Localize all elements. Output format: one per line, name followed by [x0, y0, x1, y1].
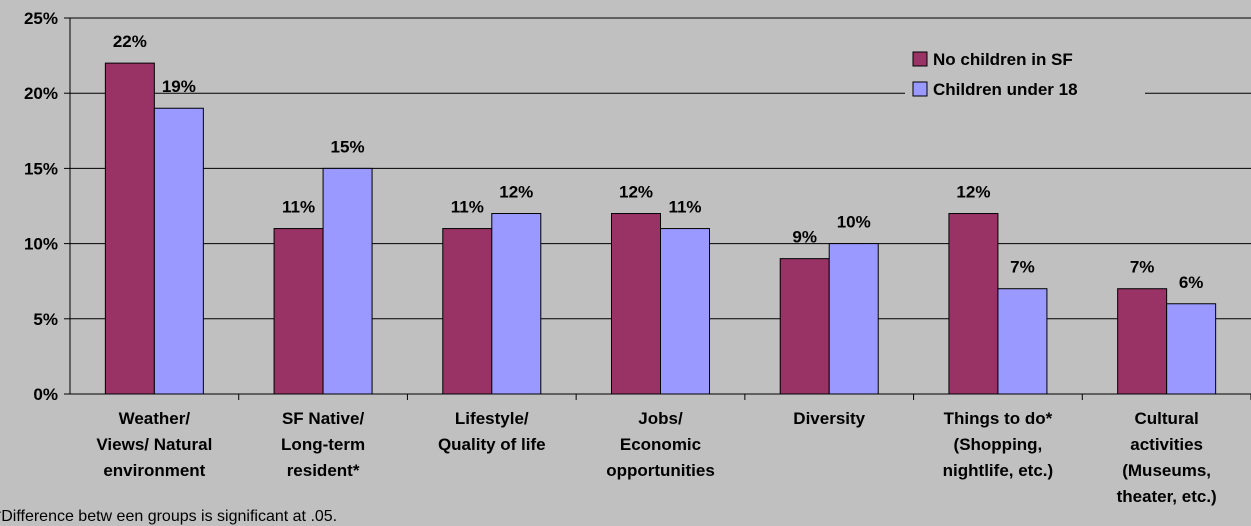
category-label: Lifestyle/ — [455, 409, 529, 428]
data-label: 22% — [113, 32, 147, 51]
category-label: Views/ Natural — [96, 435, 212, 454]
data-label: 7% — [1130, 258, 1155, 277]
bar-weather-series-2 — [153, 107, 204, 395]
legend-swatch — [912, 51, 928, 67]
y-tick-label: 0% — [33, 385, 58, 404]
bar-cultural-series-2 — [1166, 303, 1217, 395]
category-label: (Shopping, — [954, 435, 1043, 454]
y-tick-label: 10% — [24, 235, 58, 254]
category-label: Diversity — [793, 409, 865, 428]
category-label: theater, etc.) — [1117, 487, 1217, 506]
legend-label: Children under 18 — [933, 80, 1078, 99]
data-label: 12% — [499, 183, 533, 202]
category-label: (Museums, — [1122, 461, 1211, 480]
bar-things-to-do-series-1 — [948, 213, 999, 395]
x-axis: Weather/Views/ Natural environment SF Nati… — [70, 393, 1251, 506]
footnote: *Difference betw een groups is significa… — [0, 508, 337, 525]
category-label: nightlife, etc.) — [943, 461, 1054, 480]
category-label: Things to do* — [944, 409, 1053, 428]
category-label: resident* — [287, 461, 360, 480]
category-label: Weather/ — [119, 409, 191, 428]
bar-lifestyle-series-1 — [442, 228, 493, 395]
data-labels: 22% 19% 11% 15% 11% 12% 12% 11% 9% 10% 12% 7% 7% 6% — [113, 32, 1204, 292]
data-label: 12% — [619, 183, 653, 202]
data-label: 11% — [451, 198, 484, 217]
data-label: 7% — [1010, 258, 1035, 277]
y-tick-label: 20% — [24, 84, 58, 103]
bar-lifestyle-series-2 — [491, 213, 542, 395]
category-label: Quality of life — [438, 435, 546, 454]
data-label: 19% — [162, 77, 196, 96]
bar-sf-native-series-1 — [273, 228, 324, 395]
legend-box — [905, 40, 1145, 114]
bar-jobs-series-1 — [611, 213, 661, 395]
y-tick-label: 5% — [33, 310, 58, 329]
bar-cultural-series-1 — [1117, 288, 1168, 395]
data-label: 15% — [331, 137, 365, 156]
data-label: 9% — [792, 228, 817, 247]
category-label: Long-term — [281, 435, 365, 454]
legend-label: No children in SF — [933, 50, 1073, 69]
data-label: 11% — [282, 198, 315, 217]
bar-diversity-series-2 — [828, 243, 879, 395]
category-label: SF Native/ — [282, 409, 364, 428]
legend-swatch — [912, 81, 928, 97]
y-tick-label: 15% — [24, 159, 58, 178]
bar-diversity-series-1 — [779, 258, 830, 395]
data-label: 6% — [1179, 273, 1204, 292]
legend: No children in SF Children under 18 — [905, 40, 1145, 114]
category-label: opportunities — [606, 461, 715, 480]
category-label: environment — [103, 461, 205, 480]
data-label: 10% — [837, 213, 871, 232]
y-tick-label: 25% — [24, 9, 58, 28]
data-label: 12% — [956, 183, 990, 202]
category-label: Economic — [620, 435, 701, 454]
data-label: 11% — [668, 198, 701, 217]
category-label: Cultural — [1135, 409, 1199, 428]
category-label: Jobs/ — [638, 409, 683, 428]
bar-weather-series-1 — [104, 62, 155, 395]
category-label: activities — [1130, 435, 1203, 454]
bar-jobs-series-2 — [660, 228, 710, 395]
bar-sf-native-series-2 — [322, 167, 373, 395]
bar-things-to-do-series-2 — [997, 288, 1048, 395]
bars — [104, 62, 1217, 395]
y-axis: 0% 5% 10% 15% 20% 25% — [24, 9, 71, 404]
